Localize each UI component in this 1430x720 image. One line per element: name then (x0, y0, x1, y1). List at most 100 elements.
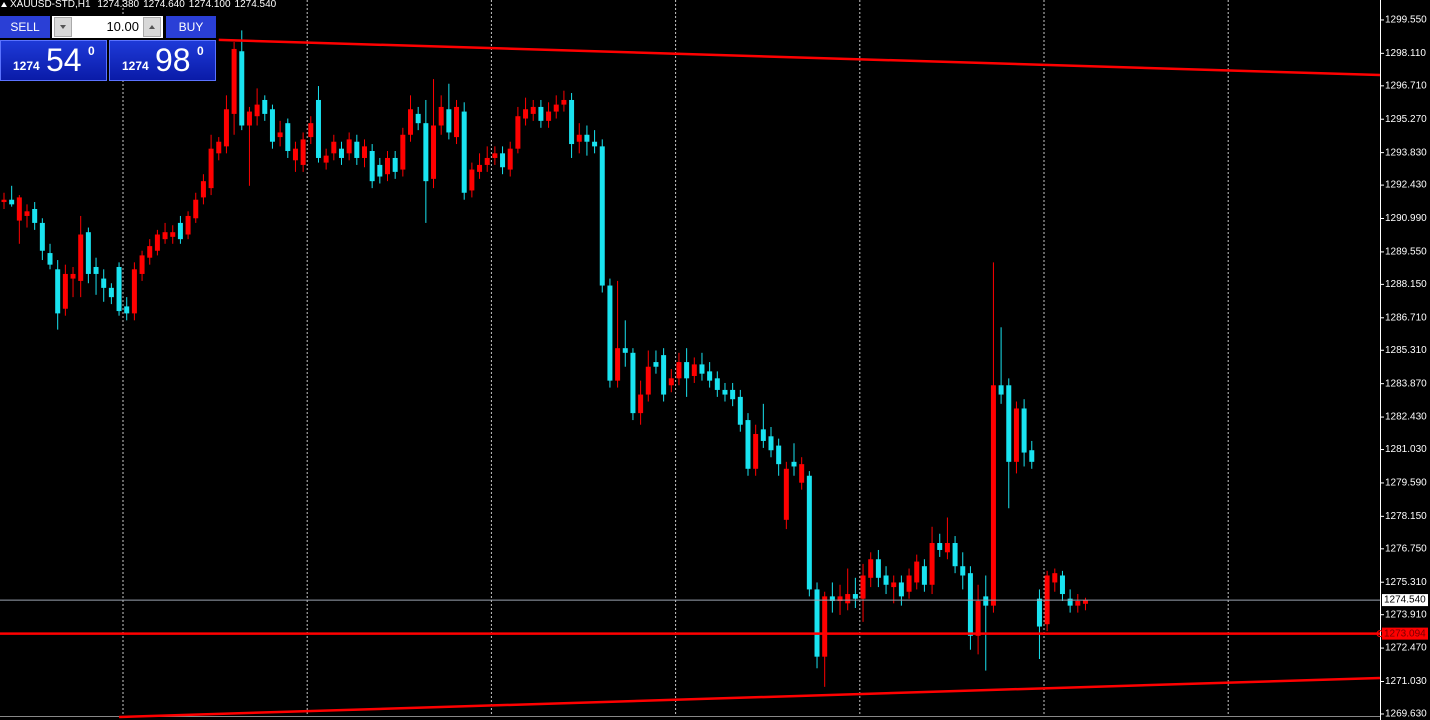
candle-body (239, 51, 245, 126)
candle-body (461, 111, 467, 193)
trendline (218, 38, 1381, 77)
candle-body (9, 199, 15, 205)
level-label: 1273.094 (1384, 628, 1426, 639)
candle-body (116, 266, 122, 312)
candle-body (967, 573, 973, 636)
candle-body (124, 306, 130, 314)
candle-body (16, 197, 22, 221)
candle-body (837, 596, 843, 602)
candle-body (576, 134, 582, 142)
y-tick-label: 1286.710 (1385, 312, 1427, 323)
candle-body (231, 48, 237, 114)
candle-body (85, 232, 91, 274)
candle-body (1021, 408, 1027, 453)
sell-price[interactable]: 1274 54 0 (0, 40, 107, 81)
candle-body (1029, 450, 1035, 462)
y-tick-label: 1276.750 (1385, 543, 1427, 554)
buy-price[interactable]: 1274 98 0 (109, 40, 216, 81)
candle-body (377, 164, 383, 177)
candle-body (484, 157, 490, 165)
candle-body (131, 269, 137, 314)
candle-body (385, 157, 390, 175)
candle-body (315, 99, 321, 158)
candle-body (93, 266, 99, 274)
buy-button[interactable]: BUY (166, 16, 216, 38)
candle-body (868, 559, 874, 578)
candle-body (875, 559, 881, 578)
lot-size[interactable]: 10.00 (106, 19, 139, 34)
candle-body (55, 269, 61, 314)
candle-body (24, 211, 30, 216)
candle-body (983, 596, 989, 606)
candle-body (661, 355, 667, 395)
candle-body (699, 364, 705, 374)
candle-body (944, 543, 950, 553)
y-tick-label: 1288.150 (1385, 279, 1427, 290)
candle-body (860, 575, 866, 599)
candle-body (530, 106, 536, 114)
increase-lot[interactable] (143, 17, 161, 37)
candle-body (193, 199, 199, 219)
y-tick-label: 1281.030 (1385, 444, 1427, 455)
candle-body (170, 232, 176, 237)
candle-body (737, 396, 743, 425)
candle-body (745, 420, 751, 469)
candle-body (845, 594, 851, 604)
candle-body (262, 99, 268, 114)
price-fraction: 0 (88, 44, 95, 58)
candle-body (806, 475, 812, 590)
decrease-lot[interactable] (54, 17, 72, 37)
y-tick-label: 1299.550 (1385, 15, 1427, 26)
y-tick-label: 1295.270 (1385, 114, 1427, 125)
candle-body (638, 394, 644, 414)
candle-body (914, 561, 920, 583)
candle-body (1006, 385, 1012, 462)
candle-body (477, 164, 483, 172)
candle-body (607, 285, 613, 381)
price-big: 1274 (13, 59, 40, 73)
candle-body (584, 134, 590, 142)
y-tick-label: 1273.910 (1385, 609, 1427, 620)
candle-body (469, 169, 475, 191)
y-tick-label: 1285.310 (1385, 345, 1427, 356)
candle-body (323, 155, 329, 163)
candle-body (523, 109, 529, 119)
candle-body (822, 596, 828, 657)
candle-body (722, 389, 728, 395)
candle-body (285, 123, 291, 152)
candle-body (829, 596, 835, 602)
candle-body (346, 139, 352, 154)
price-pips: 98 (155, 42, 191, 78)
candle-body (1013, 408, 1019, 462)
candle-body (492, 153, 498, 158)
candle-body (246, 111, 252, 126)
candle-body (891, 582, 897, 588)
candle-body (254, 104, 260, 117)
candle-body (300, 139, 306, 165)
current-price-box (1382, 594, 1428, 607)
candle-body (507, 148, 513, 170)
candle-body (177, 222, 183, 240)
candle-body (990, 385, 996, 606)
y-tick-label: 1283.870 (1385, 378, 1427, 389)
candle-body (415, 113, 421, 124)
candle-body (599, 146, 605, 286)
y-tick-label: 1275.310 (1385, 577, 1427, 588)
candle-body (898, 582, 904, 597)
sell-button[interactable]: SELL (0, 16, 50, 38)
candle-body (423, 123, 429, 182)
candle-body (101, 278, 107, 288)
candle-body (32, 208, 38, 223)
y-tick-label: 1289.550 (1385, 247, 1427, 258)
collapse-icon[interactable] (1, 2, 7, 7)
candle-body (185, 215, 191, 235)
candle-body (921, 566, 927, 585)
candle-body (216, 141, 222, 154)
lot-spinner: 10.00 (52, 16, 163, 38)
candle-body (615, 348, 621, 381)
y-tick-label: 1290.990 (1385, 213, 1427, 224)
candle-body (338, 148, 344, 158)
candle-body (108, 287, 114, 298)
candle-body (814, 589, 820, 657)
candle-body (70, 273, 76, 279)
